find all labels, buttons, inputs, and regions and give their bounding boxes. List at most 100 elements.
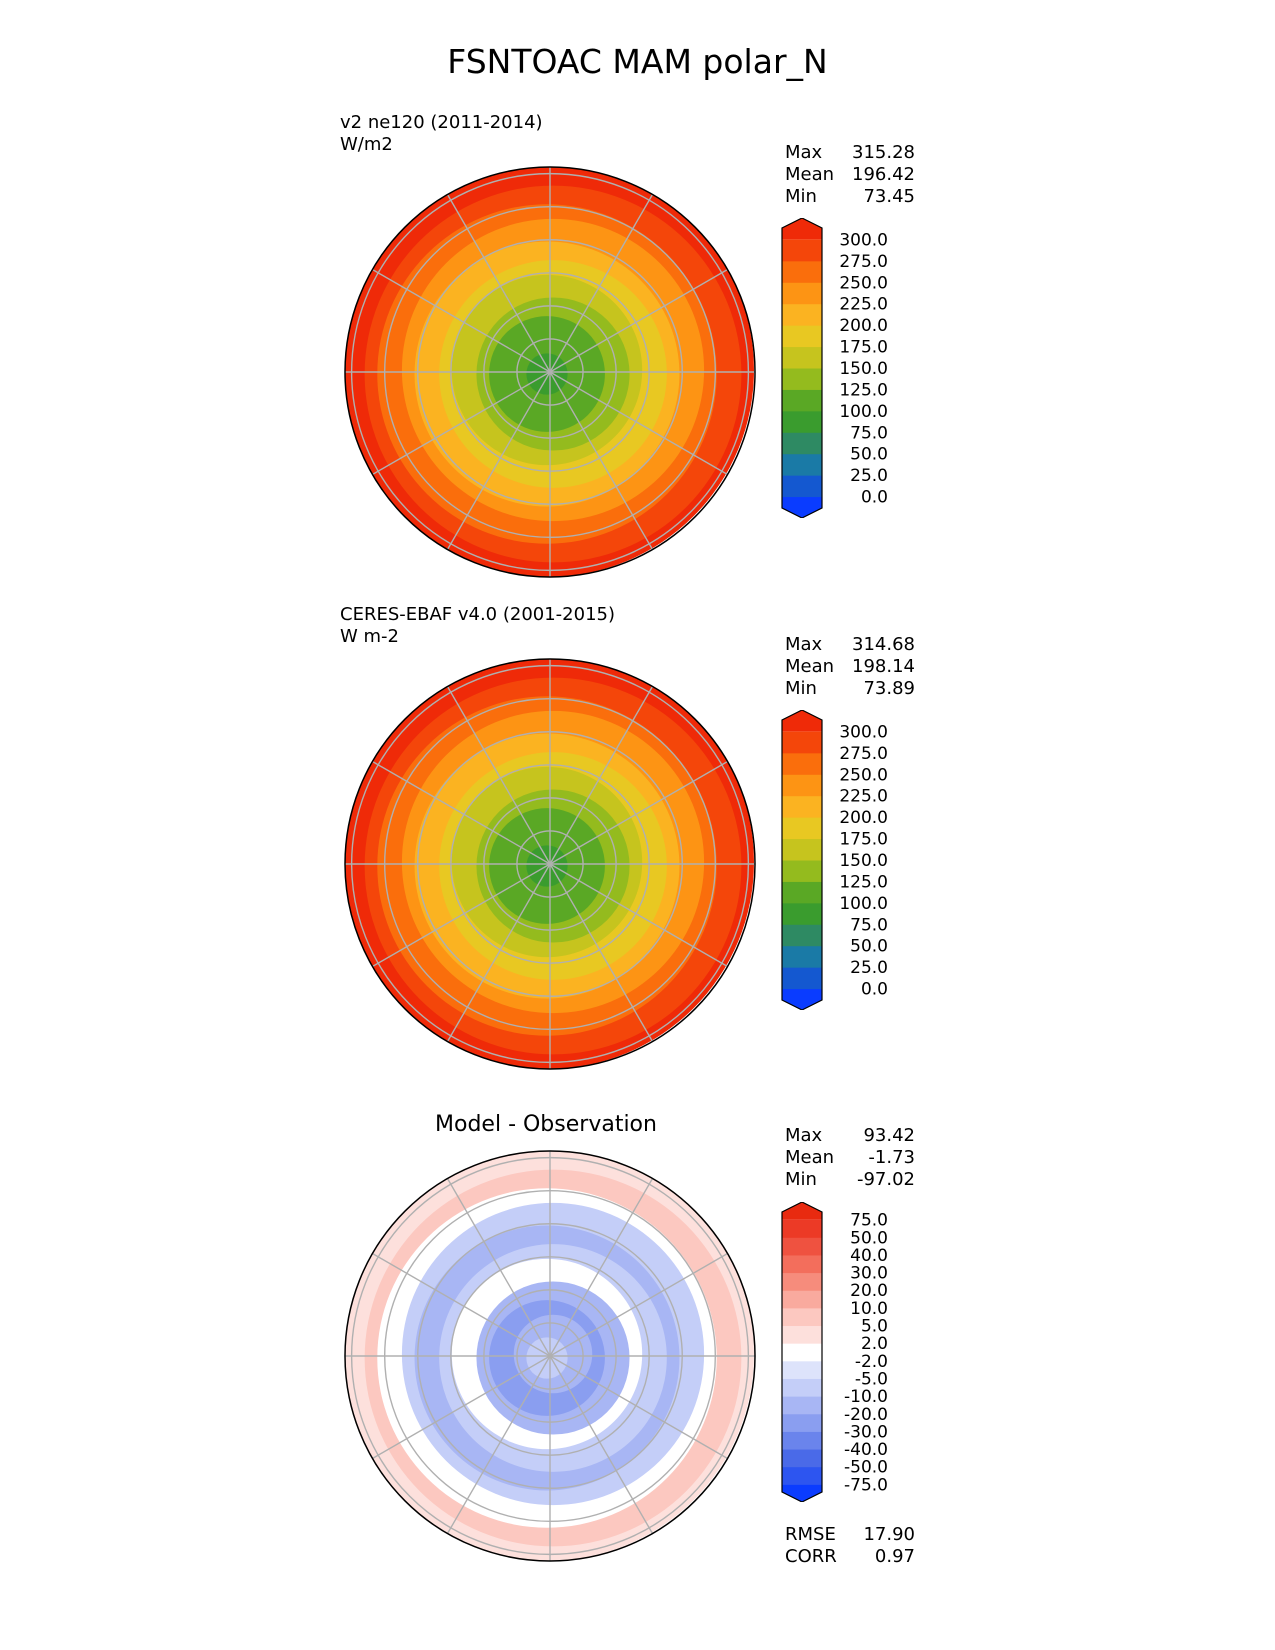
colorbar-swatch xyxy=(782,945,822,968)
colorbar-swatch xyxy=(782,1360,822,1379)
colorbar-tick-label: 125.0 xyxy=(839,872,888,892)
colorbar-swatch xyxy=(782,731,822,754)
meridian-line xyxy=(372,1355,551,1460)
colorbar-swatch xyxy=(782,410,822,433)
colorbar-swatch xyxy=(782,1431,822,1450)
colorbar-swatch xyxy=(782,881,822,904)
colorbar-swatch xyxy=(782,902,822,925)
meridian-line xyxy=(549,371,654,550)
colorbar-tick-label: -2.0 xyxy=(855,1352,888,1372)
colorbar-tick-label: 175.0 xyxy=(839,830,888,850)
meridian-line xyxy=(549,1178,654,1357)
colorbar-tick-label: 100.0 xyxy=(839,402,888,422)
colorbar-swatch xyxy=(782,988,822,1010)
colorbar-swatch xyxy=(782,1202,822,1220)
colorbar-tick-label: 10.0 xyxy=(850,1299,888,1319)
colorbar-tick-label: -10.0 xyxy=(844,1387,888,1407)
meridian-line xyxy=(446,194,551,373)
colorbar-tick-label: -40.0 xyxy=(844,1440,888,1460)
colorbar-swatch xyxy=(782,774,822,797)
map-boundary xyxy=(344,166,756,578)
panel1-colorbar: 0.025.050.075.0100.0125.0150.0175.0200.0… xyxy=(781,218,888,518)
panel3-stats: Max 93.42 Mean -1.73 Min -97.02 xyxy=(785,1125,915,1190)
colorbar-swatch xyxy=(782,1290,822,1309)
colorbar-swatch xyxy=(782,838,822,861)
meridian-line xyxy=(549,1252,728,1357)
colorbar-swatch xyxy=(782,1413,822,1432)
colorbar-tick-label: 0.0 xyxy=(861,488,888,508)
colorbar-swatch xyxy=(782,282,822,305)
colorbar-tick-label: 200.0 xyxy=(839,316,888,336)
colorbar-tick-label: 25.0 xyxy=(850,958,888,978)
colorbar-tick-label: 25.0 xyxy=(850,466,888,486)
colorbar-tick-label: 50.0 xyxy=(850,445,888,465)
meridian-line xyxy=(549,268,728,373)
colorbar-swatch xyxy=(782,496,822,518)
colorbar-swatch xyxy=(782,218,822,240)
meridian-line xyxy=(549,686,654,865)
colorbar-tick-label: 275.0 xyxy=(839,744,888,764)
panel1-stats: Max 315.28 Mean 196.42 Min 73.45 xyxy=(785,142,915,207)
colorbar-tick-label: 150.0 xyxy=(839,359,888,379)
colorbar-swatch xyxy=(782,752,822,775)
panel1-units: W/m2 xyxy=(340,134,393,155)
colorbar-swatch xyxy=(782,453,822,476)
colorbar-tick-label: -5.0 xyxy=(855,1369,888,1389)
colorbar-swatch xyxy=(782,1219,822,1238)
colorbar-tick-label: 125.0 xyxy=(839,380,888,400)
panel2-title: CERES-EBAF v4.0 (2001-2015) xyxy=(340,604,616,625)
meridian-line xyxy=(549,371,728,476)
colorbar-swatch xyxy=(782,1378,822,1397)
colorbar-tick-label: 175.0 xyxy=(839,338,888,358)
meridian-line xyxy=(549,863,728,968)
colorbar-swatch xyxy=(782,432,822,455)
colorbar-swatch xyxy=(782,368,822,390)
meridian-line xyxy=(446,686,551,865)
colorbar-tick-label: 75.0 xyxy=(850,1211,888,1231)
colorbar-swatch xyxy=(782,325,822,348)
meridian-line xyxy=(549,760,728,865)
panel1-map xyxy=(344,166,756,578)
colorbar-tick-label: 275.0 xyxy=(839,252,888,272)
panel3-corr: 0.97 xyxy=(874,1546,915,1567)
meridian-line xyxy=(446,371,551,550)
colorbar-tick-label: 0.0 xyxy=(861,980,888,1000)
panel3-mean: -1.73 xyxy=(868,1147,915,1168)
colorbar-swatch xyxy=(782,1343,822,1362)
colorbar-outline xyxy=(781,1202,823,1502)
colorbar-tick-label: 50.0 xyxy=(850,1228,888,1248)
colorbar-tick-label: 250.0 xyxy=(839,273,888,293)
colorbar-swatch xyxy=(782,260,822,283)
panel3-map xyxy=(344,1150,756,1562)
colorbar-swatch xyxy=(782,967,822,990)
meridian-line xyxy=(446,1178,551,1357)
colorbar-tick-label: 150.0 xyxy=(839,851,888,871)
meridian-line xyxy=(372,268,551,373)
colorbar-tick-label: 300.0 xyxy=(839,230,888,250)
colorbar-swatch xyxy=(782,1307,822,1327)
colorbar-swatch xyxy=(782,1484,822,1502)
colorbar-swatch xyxy=(782,303,822,326)
panel3-max: 93.42 xyxy=(863,1125,915,1146)
meridian-line xyxy=(446,1355,551,1534)
colorbar-swatch xyxy=(782,860,822,882)
colorbar-swatch xyxy=(782,1325,822,1344)
colorbar-tick-label: 300.0 xyxy=(839,722,888,742)
colorbar-swatch xyxy=(782,1466,822,1485)
colorbar-tick-label: 2.0 xyxy=(861,1334,888,1354)
colorbar-swatch xyxy=(782,1237,822,1256)
colorbar-tick-label: 30.0 xyxy=(850,1264,888,1284)
colorbar-swatch xyxy=(782,346,822,369)
meridian-line xyxy=(549,1355,654,1534)
panel2-colorbar: 0.025.050.075.0100.0125.0150.0175.0200.0… xyxy=(781,710,888,1010)
panel2-mean: 198.14 xyxy=(852,656,915,677)
meridian-line xyxy=(549,194,654,373)
panel1-mean: 196.42 xyxy=(852,164,915,185)
map-boundary xyxy=(344,658,756,1070)
panel2-stats: Max 314.68 Mean 198.14 Min 73.89 xyxy=(785,634,915,699)
colorbar-tick-label: 200.0 xyxy=(839,808,888,828)
colorbar-swatch xyxy=(782,1449,822,1468)
colorbar-outline xyxy=(781,218,823,518)
colorbar-tick-label: -75.0 xyxy=(844,1475,888,1495)
meridian-line xyxy=(446,863,551,1042)
